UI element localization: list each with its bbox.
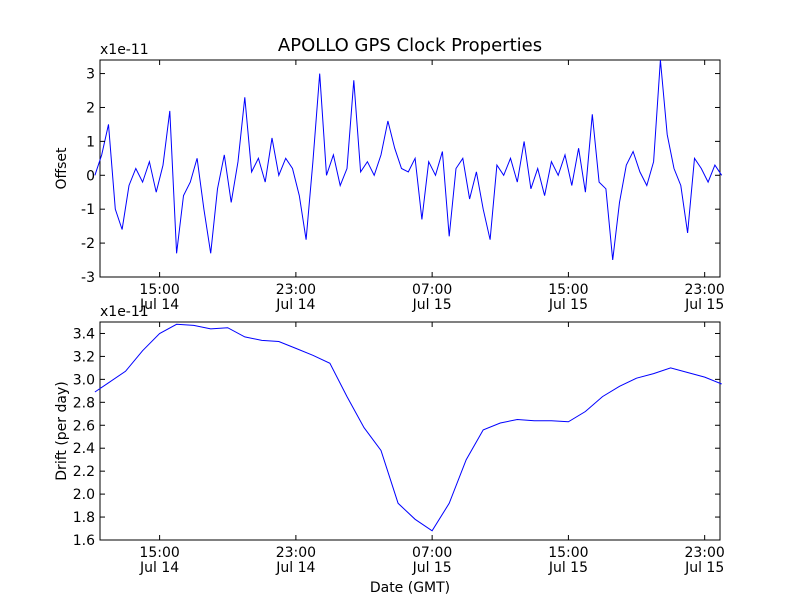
x-tick-date-label: Jul 14 bbox=[139, 560, 179, 576]
y-tick-label: 1.8 bbox=[73, 510, 95, 526]
y-tick-label: 2 bbox=[86, 100, 95, 116]
x-axis-label: Date (GMT) bbox=[370, 580, 450, 596]
y-tick-label: 2.4 bbox=[73, 441, 95, 457]
y-tick-label: 2.0 bbox=[73, 487, 95, 503]
series-line bbox=[94, 323, 722, 532]
y-tick-label: -1 bbox=[81, 202, 95, 218]
x-tick-date-label: Jul 14 bbox=[275, 297, 315, 313]
y-tick-label: 1.6 bbox=[73, 533, 95, 549]
x-tick-time-label: 07:00 bbox=[412, 545, 452, 561]
x-tick-date-label: Jul 15 bbox=[684, 560, 724, 576]
x-tick-date-label: Jul 15 bbox=[548, 560, 588, 576]
x-tick-date-label: Jul 15 bbox=[684, 297, 724, 313]
y-tick-label: 3.4 bbox=[73, 326, 95, 342]
y-tick-label: 2.8 bbox=[73, 395, 95, 411]
x-tick-date-label: Jul 14 bbox=[275, 560, 315, 576]
x-tick-date-label: Jul 15 bbox=[412, 297, 452, 313]
y-tick-label: 3.0 bbox=[73, 372, 95, 388]
x-tick-time-label: 23:00 bbox=[276, 545, 316, 561]
x-tick-time-label: 07:00 bbox=[412, 282, 452, 298]
series-line bbox=[94, 59, 723, 261]
axes-frame bbox=[99, 59, 721, 278]
x-tick-time-label: 15:00 bbox=[139, 282, 179, 298]
y-tick-label: 0 bbox=[86, 168, 95, 184]
x-tick-date-label: Jul 14 bbox=[139, 297, 179, 313]
y-tick-label: 1 bbox=[86, 134, 95, 150]
x-tick-time-label: 15:00 bbox=[548, 282, 588, 298]
y-tick-label: 2.6 bbox=[73, 418, 95, 434]
y-axis-label: Offset bbox=[54, 147, 70, 190]
y-tick-label: -2 bbox=[81, 236, 95, 252]
y-tick-label: 3.2 bbox=[73, 349, 95, 365]
y-scale-label: x1e-11 bbox=[100, 304, 149, 320]
y-tick-label: -3 bbox=[81, 270, 95, 286]
y-axis-label: Drift (per day) bbox=[54, 381, 70, 480]
x-tick-time-label: 15:00 bbox=[139, 545, 179, 561]
x-tick-time-label: 23:00 bbox=[684, 545, 724, 561]
y-scale-label: x1e-11 bbox=[100, 42, 149, 58]
y-tick-label: 3 bbox=[86, 67, 95, 83]
axes-frame bbox=[99, 321, 721, 541]
x-tick-time-label: 15:00 bbox=[548, 545, 588, 561]
x-tick-date-label: Jul 15 bbox=[412, 560, 452, 576]
figure-title: APOLLO GPS Clock Properties bbox=[278, 35, 542, 56]
y-tick-label: 2.2 bbox=[73, 464, 95, 480]
x-tick-time-label: 23:00 bbox=[276, 282, 316, 298]
x-tick-time-label: 23:00 bbox=[684, 282, 724, 298]
x-tick-date-label: Jul 15 bbox=[548, 297, 588, 313]
